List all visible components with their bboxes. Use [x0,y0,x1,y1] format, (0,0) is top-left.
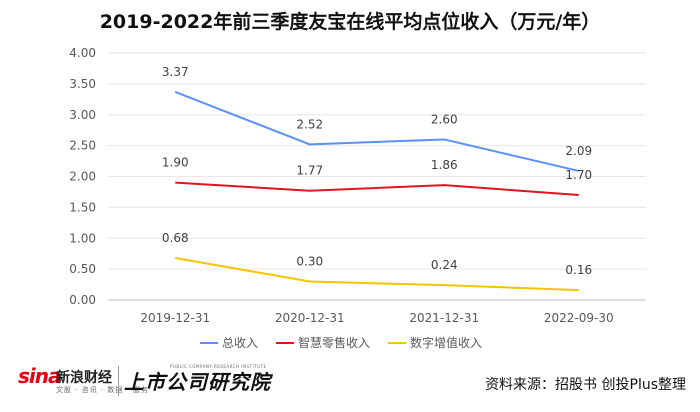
sina-name: 新浪财经 [56,370,112,386]
grid-lines [108,52,646,301]
data-label: 0.68 [162,231,189,245]
data-label: 1.90 [162,156,189,170]
series-group [174,90,579,292]
data-label: 2.09 [565,144,592,158]
y-tick-label: 3.50 [69,77,96,91]
y-tick-label: 0.00 [69,293,96,307]
series-line [175,181,579,197]
data-label: 2.52 [296,117,323,131]
footer-divider [118,366,119,396]
sina-subtitle: 文股 · 咨讯 · 数据 · 服务 [56,386,150,394]
y-tick-label: 3.00 [69,108,96,122]
institute-name: 上市公司研究院 [124,370,271,394]
y-tick-label: 1.00 [69,231,96,245]
data-labels: 3.37 2.52 2.60 2.09 1.90 1.77 1.86 1.70 0.68 0.30… [162,65,592,277]
source-note: 资料来源：招股书 创投Plus整理 [485,377,686,393]
x-tick-label: 2019-12-31 [140,311,210,325]
y-tick-label: 4.00 [69,46,96,60]
x-axis: 2019-12-31 2020-12-31 2021-12-31 2022-09-30 [140,311,613,325]
x-tick-label: 2021-12-31 [409,311,479,325]
data-label: 0.30 [296,254,323,268]
series-line [175,257,579,292]
data-label: 1.70 [565,168,592,182]
data-label: 3.37 [162,65,189,79]
line-chart: 2019-2022年前三季度友宝在线平均点位收入（万元/年） 0.00 0.50 1… [69,10,646,350]
data-label: 2.60 [431,112,458,126]
data-label: 1.86 [431,158,458,172]
x-tick-label: 2022-09-30 [544,311,614,325]
chart-title: 2019-2022年前三季度友宝在线平均点位收入（万元/年） [100,10,601,33]
legend-label: 数字增值收入 [410,335,482,350]
data-label: 0.24 [431,258,458,272]
legend-label: 总收入 [222,336,258,350]
y-tick-label: 2.50 [69,139,96,153]
x-tick-label: 2020-12-31 [275,311,345,325]
y-tick-label: 1.50 [69,200,96,214]
legend-label: 智慧零售收入 [298,335,370,350]
series-line [174,90,579,172]
institute-english-name: PUBLIC COMPANY RESEARCH INSTITUTE [170,364,267,369]
data-label: 1.77 [296,164,323,178]
data-label: 0.16 [565,263,592,277]
y-axis: 0.00 0.50 1.00 1.50 2.00 2.50 3.00 3.50 4.00 [69,46,96,307]
sina-logo: sina [18,364,61,388]
legend: 总收入 智慧零售收入 数字增值收入 [200,335,482,350]
y-tick-label: 2.00 [69,170,96,184]
y-tick-label: 0.50 [69,262,96,276]
